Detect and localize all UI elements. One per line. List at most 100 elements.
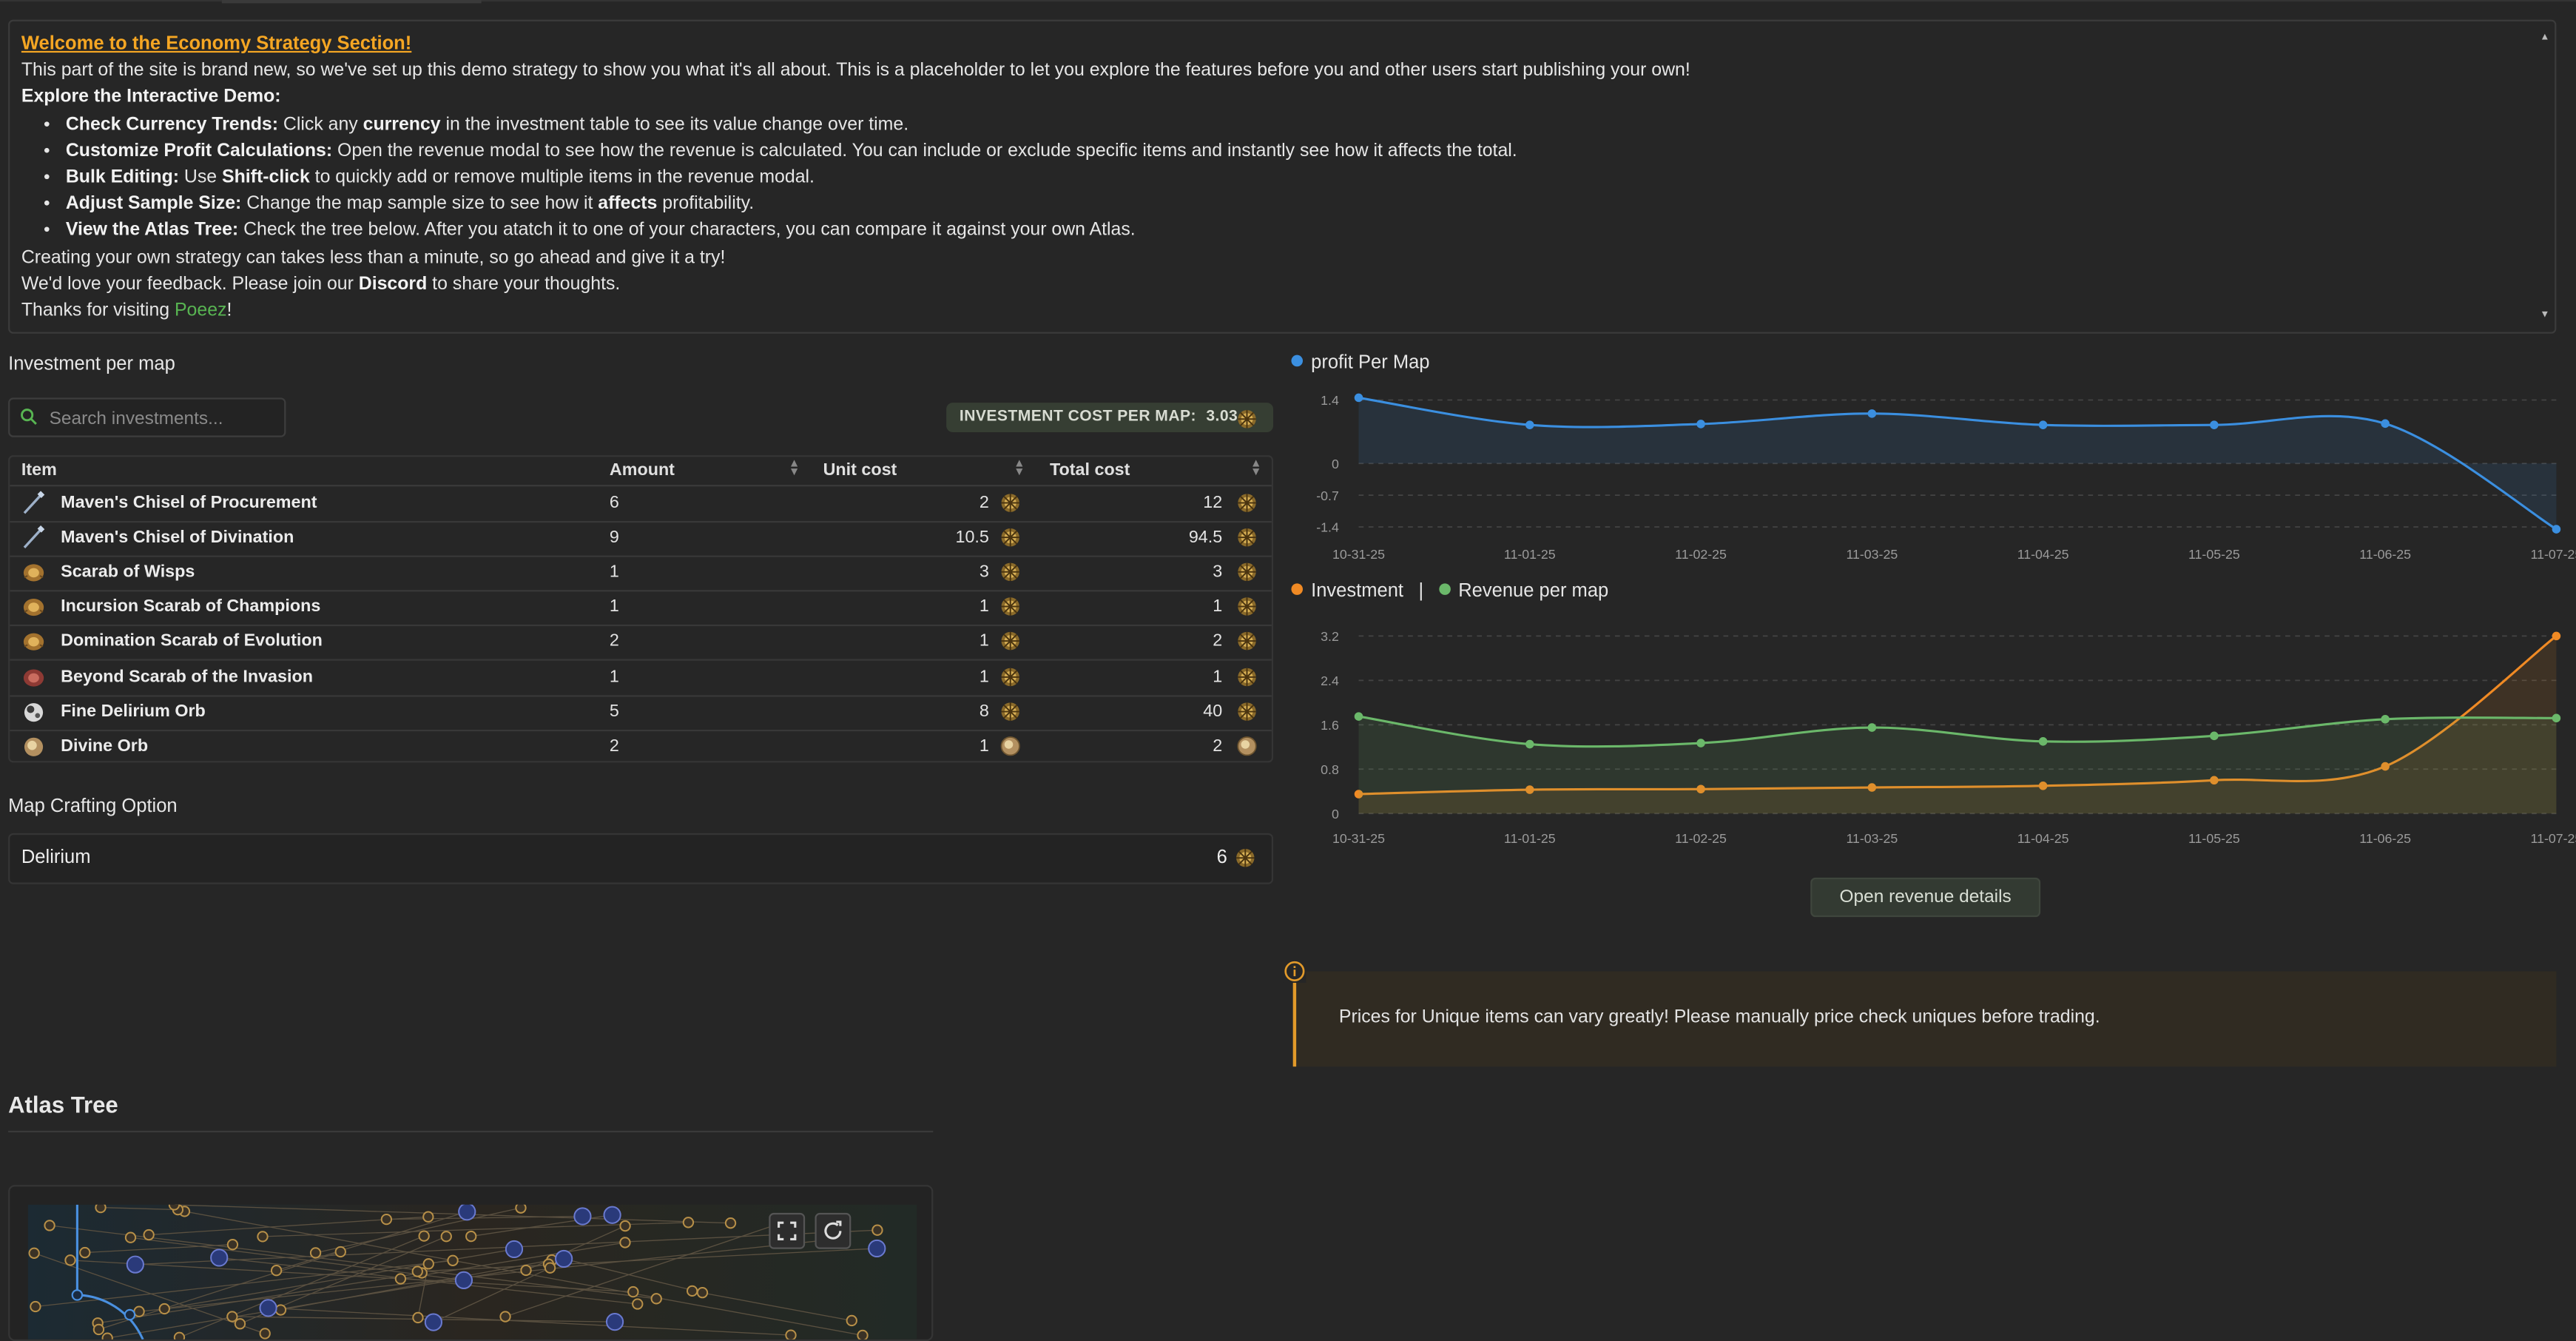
scarab-icon [23, 599, 44, 616]
sort-icon[interactable]: ▲ ▼ [1250, 458, 1262, 479]
data-point [2038, 781, 2048, 790]
legend-dot-icon [1291, 354, 1304, 367]
open-revenue-details-button[interactable]: Open revenue details [1810, 877, 2041, 918]
item-unit-cost: 3 [979, 562, 989, 582]
list-item: View the Atlas Tree: Check the tree belo… [66, 218, 2555, 244]
table-row[interactable]: Fine Delirium Orb 5 8 40 [10, 694, 1272, 731]
y-tick-label: 0.8 [1321, 762, 1339, 777]
atlas-node [632, 1298, 644, 1310]
column-header-amount[interactable]: Amount [609, 460, 675, 480]
atlas-node [696, 1286, 709, 1299]
scroll-up-arrow-icon[interactable]: ▲ [2540, 33, 2550, 43]
item-total-cost: 3 [1213, 562, 1223, 582]
item-name[interactable]: Maven's Chisel of Procurement [61, 493, 317, 513]
atlas-link [386, 1215, 583, 1220]
table-row[interactable]: Maven's Chisel of Procurement 6 2 12 [10, 486, 1272, 523]
crafting-option-row[interactable]: Delirium 6 [8, 833, 1274, 884]
item-total-cost: 2 [1213, 631, 1223, 652]
table-row[interactable]: Divine Orb 2 1 2 [10, 729, 1271, 761]
intro-panel[interactable]: Welcome to the Economy Strategy Section!… [8, 19, 2557, 334]
item-name[interactable]: Divine Orb [61, 736, 149, 756]
discord-link[interactable]: Discord [358, 274, 428, 295]
atlas-node [857, 1329, 869, 1340]
atlas-node [274, 1304, 287, 1316]
data-point [1867, 723, 1877, 732]
column-header-item[interactable]: Item [21, 460, 57, 480]
atlas-node [454, 1271, 473, 1289]
chisel-icon [23, 491, 45, 514]
allocated-node [124, 1308, 136, 1321]
item-name[interactable]: Fine Delirium Orb [61, 701, 206, 721]
x-tick-label: 10-31-25 [1332, 831, 1385, 846]
y-tick-label: 0 [1332, 457, 1339, 471]
chisel-icon [23, 525, 45, 549]
item-name[interactable]: Domination Scarab of Evolution [61, 631, 323, 652]
sort-icon[interactable]: ▲ ▼ [788, 458, 800, 479]
atlas-node [143, 1229, 155, 1241]
profit-chart[interactable]: 1.4 0 -0.7 -1.4 10-31-25 11-01-25 11-02-25 11-0… [1289, 381, 2576, 570]
table-row[interactable]: Incursion Scarab of Champions 1 1 1 [10, 591, 1272, 627]
intro-title[interactable]: Welcome to the Economy Strategy Section! [21, 34, 412, 55]
y-tick-label: 3.2 [1321, 629, 1339, 644]
divine-orb-icon [1000, 736, 1020, 756]
item-amount: 5 [609, 701, 619, 721]
data-point [2381, 715, 2390, 724]
table-row[interactable]: Domination Scarab of Evolution 2 1 2 [10, 625, 1272, 662]
x-tick-label: 11-06-25 [2359, 831, 2411, 846]
item-total-cost: 1 [1213, 666, 1223, 687]
intro-text: This part of the site is brand new, so w… [21, 61, 1690, 81]
item-amount: 1 [609, 562, 619, 582]
table-row[interactable]: Scarab of Wisps 1 3 3 [10, 556, 1272, 592]
atlas-link [219, 1257, 638, 1305]
atlas-node [499, 1311, 511, 1322]
atlas-node [173, 1331, 186, 1340]
item-name[interactable]: Scarab of Wisps [61, 562, 195, 582]
chaos-orb-icon [1236, 848, 1255, 867]
legend-dot-icon [1438, 583, 1451, 595]
atlas-node [380, 1213, 393, 1226]
search-box[interactable] [8, 397, 286, 437]
reset-button[interactable] [815, 1212, 852, 1249]
list-item: Customize Profit Calculations: Open the … [66, 138, 2555, 164]
item-unit-cost: 1 [979, 596, 989, 617]
investment-revenue-chart[interactable]: 3.2 2.4 1.6 0.8 0 10-31-25 11-01-25 11-02-25 11-… [1289, 616, 2576, 855]
atlas-node [79, 1246, 91, 1259]
atlas-link [130, 1237, 465, 1281]
table-row[interactable]: Maven's Chisel of Divination 9 10.5 94.5 [10, 521, 1272, 558]
divine-orb-icon [1237, 736, 1257, 756]
atlas-node [158, 1303, 170, 1315]
table-row[interactable]: Beyond Scarab of the Invasion 1 1 1 [10, 660, 1272, 696]
profit-legend[interactable]: profit Per Map [1291, 353, 1430, 373]
atlas-node [650, 1293, 662, 1305]
sort-icon[interactable]: ▲ ▼ [1014, 458, 1025, 479]
atlas-node [64, 1254, 76, 1266]
item-name[interactable]: Maven's Chisel of Divination [61, 528, 294, 548]
item-name[interactable]: Beyond Scarab of the Invasion [61, 666, 313, 687]
atlas-node [868, 1239, 886, 1258]
feature-list: Check Currency Trends: Click any currenc… [21, 111, 2555, 244]
atlas-link [417, 1248, 877, 1272]
data-point [2381, 762, 2390, 771]
scroll-down-arrow-icon[interactable]: ▼ [2540, 310, 2550, 320]
column-header-unit-cost[interactable]: Unit cost [823, 460, 897, 480]
investment-revenue-legend[interactable]: Investment | Revenue per map [1291, 582, 1608, 602]
item-total-cost: 40 [1203, 701, 1223, 721]
chaos-orb-icon [1234, 847, 1257, 878]
atlas-node [259, 1299, 277, 1317]
item-amount: 6 [609, 493, 619, 513]
atlas-node [44, 1220, 55, 1231]
item-name[interactable]: Incursion Scarab of Champions [61, 596, 321, 617]
search-input[interactable] [46, 403, 283, 436]
brand-link[interactable]: Poeez [174, 300, 227, 321]
fullscreen-button[interactable] [769, 1212, 806, 1249]
chaos-orb-icon [1001, 528, 1019, 547]
atlas-node [259, 1328, 271, 1340]
column-header-total-cost[interactable]: Total cost [1050, 460, 1130, 480]
list-item: Check Currency Trends: Click any currenc… [66, 111, 2555, 138]
atlas-node [544, 1262, 556, 1274]
legend-dot-icon [1291, 583, 1304, 595]
info-icon [1283, 959, 1306, 983]
atlas-node [605, 1313, 624, 1331]
item-unit-cost: 2 [979, 493, 989, 513]
item-total-cost: 2 [1213, 736, 1223, 756]
